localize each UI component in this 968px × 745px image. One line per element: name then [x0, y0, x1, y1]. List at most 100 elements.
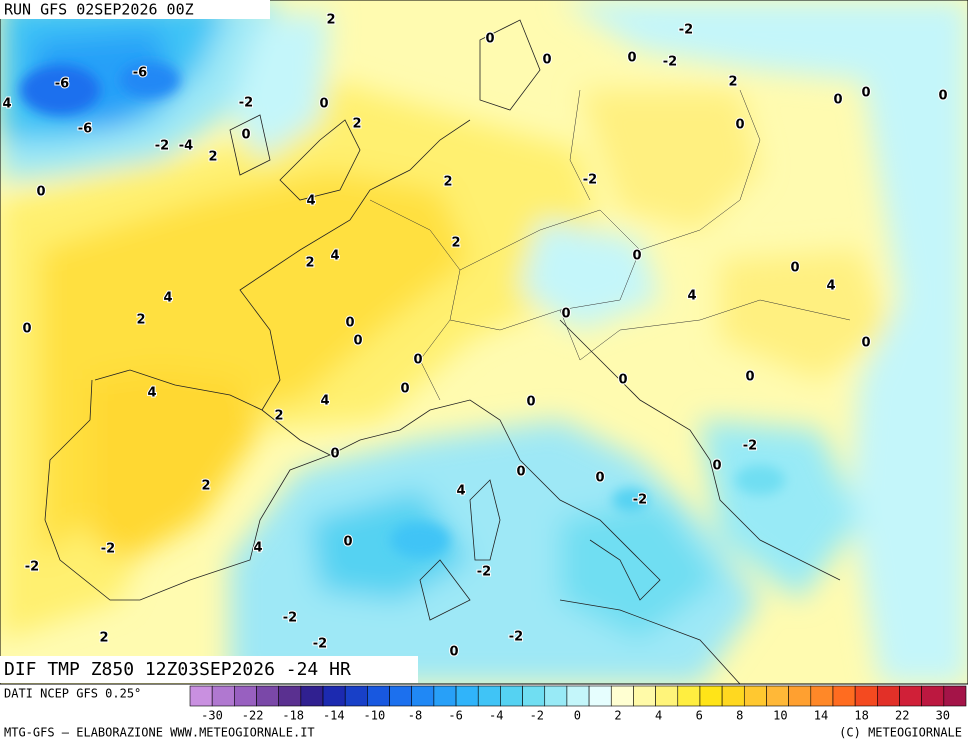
- colorbar-swatch: [943, 685, 967, 707]
- contour-label: -2: [101, 542, 115, 557]
- contour-label: 0: [861, 86, 870, 101]
- contour-label: 2: [208, 150, 217, 165]
- map-frame: [0, 0, 968, 685]
- colorbar-swatch: [256, 685, 279, 707]
- colorbar-tick-label: 30: [936, 709, 950, 723]
- contour-label: 4: [687, 289, 696, 304]
- contour-labels: 2 -2 0 0 -2 -6 -6 4 -6 -2 2 0 2 -2 -4 0 0 2 0 0 0 0 -2 2 4 4 2 2 4 0 0…: [1, 12, 948, 661]
- colorbar-swatch: [566, 685, 590, 707]
- contour-label: 0: [330, 447, 339, 462]
- contour-label: 0: [542, 53, 551, 68]
- footer-right: (C) METEOGIORNALE: [839, 726, 962, 740]
- colorbar-swatch: [455, 685, 479, 707]
- colorbar-swatch: [500, 685, 523, 707]
- contour-label: 0: [618, 373, 627, 388]
- colorbar-tick-label: 22: [895, 709, 909, 723]
- colorbar-swatch: [189, 685, 213, 707]
- contour-label: 4: [320, 394, 329, 409]
- contour-label: 0: [22, 322, 31, 337]
- contour-label: 2: [352, 117, 361, 132]
- contour-label: 2: [443, 175, 452, 190]
- colorbar-tick-label: -18: [282, 709, 304, 723]
- contour-label: 4: [456, 484, 465, 499]
- contour-label: 0: [712, 459, 721, 474]
- contour-label: 0: [627, 51, 636, 66]
- colorbar-swatch: [854, 685, 878, 707]
- data-source: DATI NCEP GFS 0.25°: [4, 687, 141, 701]
- contour-label: 2: [136, 313, 145, 328]
- contour-label: 0: [485, 32, 494, 47]
- contour-label: 4: [330, 249, 339, 264]
- colorbar-swatch: [211, 685, 235, 707]
- contour-label: 0: [353, 334, 362, 349]
- colorbar-swatch: [588, 685, 612, 707]
- colorbar-swatch: [234, 685, 257, 707]
- colorbar-tick-label: -2: [530, 709, 544, 723]
- colorbar-swatch: [300, 685, 324, 707]
- contour-label: 2: [451, 236, 460, 251]
- contour-label: -2: [743, 439, 757, 454]
- contour-label: 0: [595, 471, 604, 486]
- contour-label: -2: [477, 565, 491, 580]
- contour-label: -2: [509, 630, 523, 645]
- colorbar-tick-label: 8: [736, 709, 743, 723]
- colorbar-swatch: [344, 685, 368, 707]
- contour-label: -4: [179, 139, 193, 154]
- contour-label: 0: [833, 93, 842, 108]
- colorbar-swatch: [810, 685, 834, 707]
- coastlines: [44, 19, 841, 684]
- contour-label: 4: [306, 194, 315, 209]
- contour-label: 0: [561, 307, 570, 322]
- colorbar-tick-label: 2: [614, 709, 621, 723]
- colorbar-swatch: [655, 685, 679, 707]
- colorbar-tick-label: 10: [773, 709, 787, 723]
- colorbar: [189, 685, 967, 707]
- map: [0, 0, 968, 684]
- contour-label: 2: [99, 631, 108, 646]
- contour-label: -2: [313, 637, 327, 652]
- colorbar-tick-label: -4: [489, 709, 503, 723]
- colorbar-swatch: [921, 685, 945, 707]
- contour-label: 0: [790, 261, 799, 276]
- colorbar-swatch: [389, 685, 413, 707]
- colorbar-ticks: -30 -22 -18 -14 -10 -8 -6 -4 -2 0 2 4 6 8 10 14 18 22 30: [201, 709, 950, 723]
- contour-label: 0: [745, 370, 754, 385]
- colorbar-swatch: [367, 685, 390, 707]
- colorbar-swatch: [899, 685, 922, 707]
- contour-label: -2: [155, 139, 169, 154]
- contour-label: 2: [274, 409, 283, 424]
- contour-label: -2: [583, 173, 597, 188]
- colorbar-swatch: [544, 685, 568, 707]
- contour-label: 4: [253, 541, 262, 556]
- contour-label: 0: [632, 249, 641, 264]
- colorbar-swatch: [411, 685, 435, 707]
- contour-label: -2: [283, 611, 297, 626]
- colorbar-tick-label: 0: [574, 709, 581, 723]
- contour-label: -2: [633, 493, 647, 508]
- title-box: [0, 656, 418, 683]
- colorbar-tick-label: -30: [201, 709, 223, 723]
- colorbar-swatch: [522, 685, 546, 707]
- contour-label: 0: [241, 128, 250, 143]
- colorbar-swatch: [788, 685, 812, 707]
- colorbar-swatch: [721, 685, 745, 707]
- contour-label: 2: [728, 75, 737, 90]
- colorbar-tick-label: -6: [448, 709, 462, 723]
- map-title: DIF TMP Z850 12Z03SEP2026 -24 HR: [4, 659, 351, 680]
- colorbar-tick-label: 18: [854, 709, 868, 723]
- contour-label: 4: [2, 97, 11, 112]
- colorbar-tick-label: 14: [814, 709, 828, 723]
- colorbar-swatch: [877, 685, 900, 707]
- colorbar-swatch: [766, 685, 789, 707]
- colorbar-swatch: [743, 685, 767, 707]
- contour-label: 0: [319, 97, 328, 112]
- run-label: RUN GFS 02SEP2026 00Z: [4, 1, 194, 19]
- contour-label: -2: [239, 96, 253, 111]
- colorbar-tick-label: 6: [696, 709, 703, 723]
- contour-label: 0: [36, 185, 45, 200]
- contour-label: -6: [78, 122, 92, 137]
- colorbar-swatch: [677, 685, 701, 707]
- contour-label: 0: [413, 353, 422, 368]
- field-detail: [20, 62, 785, 558]
